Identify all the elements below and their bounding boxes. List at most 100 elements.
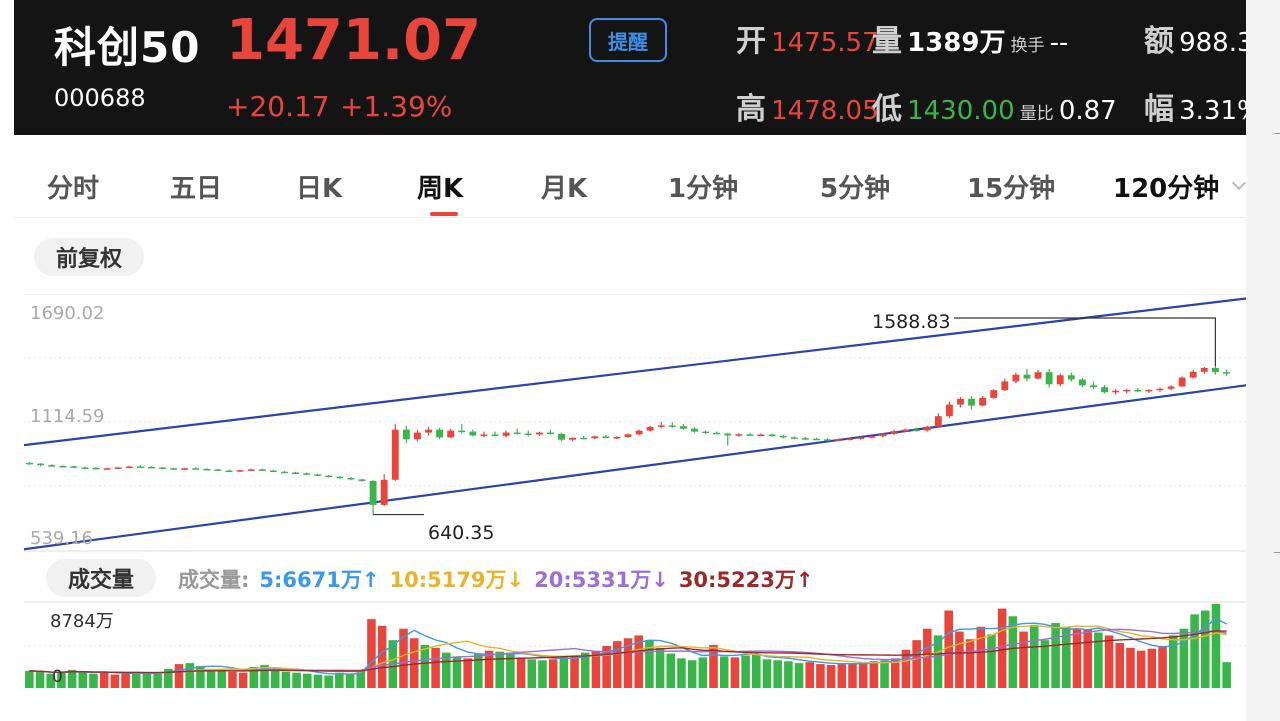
candle-body <box>912 429 920 432</box>
volume-bar <box>399 628 408 688</box>
volume-bar <box>474 653 483 688</box>
volume-max-label: 8784万 <box>50 611 114 632</box>
candle-body <box>458 430 466 433</box>
volume-indicator-button[interactable]: 成交量 <box>46 559 157 597</box>
volume-bar <box>1168 635 1178 688</box>
volume-bar <box>655 647 665 688</box>
volume-value: 1389万 <box>907 28 1006 58</box>
amplitude-value: 3.31% <box>1179 96 1246 126</box>
volume-bar <box>816 664 825 688</box>
volume-bar <box>976 626 986 688</box>
candle-body <box>192 468 200 470</box>
candle-body <box>757 434 765 436</box>
tab-weekly-k[interactable]: 周K <box>417 174 464 204</box>
candlestick-chart[interactable]: 1690.02 1114.59 539.16 1588.83 640.35 <box>14 294 1246 552</box>
volume-bar <box>1051 622 1060 688</box>
volume-bar <box>709 644 718 688</box>
stat-amplitude: 幅 3.31% <box>1144 84 1246 128</box>
adjust-mode-button[interactable]: 前复权 <box>34 238 145 276</box>
candle-body <box>214 469 222 471</box>
volume-bar <box>890 658 900 688</box>
tab-monthly-k[interactable]: 月K <box>541 174 588 204</box>
volume-bar <box>730 657 740 688</box>
candle-body <box>436 429 444 438</box>
volume-bar <box>335 672 344 688</box>
candle-body <box>425 429 432 433</box>
candle-body <box>59 465 67 468</box>
volume-bar <box>441 652 451 688</box>
candle-body <box>580 437 588 440</box>
tab-15min[interactable]: 15分钟 <box>967 174 1056 204</box>
candle-body <box>37 463 45 466</box>
candle-body <box>646 426 654 431</box>
volume-bar <box>538 660 547 688</box>
candle-body <box>990 390 998 398</box>
volume-bar <box>452 656 462 688</box>
candle-body <box>1001 381 1009 391</box>
candle-body <box>768 434 776 436</box>
tab-5min[interactable]: 5分钟 <box>820 174 891 204</box>
tab-1min[interactable]: 1分钟 <box>668 174 739 204</box>
volume-bar <box>1190 614 1199 688</box>
volume-bar <box>837 664 847 688</box>
volume-ma-legend: 成交量: 5:6671万↑ 10:5179万↓ 20:5331万↓ 30:5223万↑ <box>178 564 823 594</box>
volume-bar <box>35 671 45 688</box>
y-tick-top: 1690.02 <box>30 303 104 324</box>
candle-body <box>868 436 876 438</box>
volume-chart[interactable]: 8784万 0 <box>14 600 1246 694</box>
volume-bar <box>1019 631 1028 688</box>
candle-body <box>713 432 721 435</box>
volume-bar <box>238 672 248 688</box>
volume-bar <box>1104 635 1114 688</box>
candle-body <box>391 429 399 480</box>
price-axis-labels: 1690.02 1114.59 539.16 <box>30 303 104 549</box>
volume-bar <box>1029 624 1039 688</box>
volume-zero-label: 0 <box>52 667 63 687</box>
stat-amount: 额 988.3 <box>1144 16 1246 60</box>
candle-body <box>513 432 521 435</box>
candle-body <box>779 435 787 438</box>
volume-bar <box>645 640 654 688</box>
volume-bar <box>356 669 366 688</box>
candle-body <box>923 426 931 431</box>
candle-body <box>824 439 831 441</box>
volume-bar <box>164 668 173 688</box>
candle-body <box>1034 372 1042 379</box>
stock-chart-app: 科创50 000688 1471.07 +20.17 +1.39% 提醒 开 1… <box>14 0 1246 721</box>
open-label: 开 <box>736 24 766 59</box>
candle-body <box>480 434 488 436</box>
tab-intraday[interactable]: 分时 <box>47 174 100 204</box>
high-annotation-leader <box>954 317 1216 367</box>
alert-button[interactable]: 提醒 <box>589 18 667 62</box>
candle-body <box>1123 389 1131 392</box>
volume-bar <box>1094 632 1103 688</box>
trend-channel-line <box>23 384 1246 551</box>
volume-bar <box>1126 647 1135 688</box>
volume-bar <box>142 673 152 688</box>
side-scroll-strip[interactable] <box>1246 0 1280 721</box>
quote-header: 科创50 000688 1471.07 +20.17 +1.39% 提醒 开 1… <box>14 0 1246 135</box>
volume-bar <box>1072 628 1082 688</box>
volume-bar <box>1179 628 1189 688</box>
candle-body <box>314 474 322 476</box>
volume-bar <box>677 658 686 688</box>
candle-body <box>1090 385 1097 388</box>
candle-body <box>702 431 710 434</box>
amount-label: 额 <box>1144 24 1174 59</box>
high-annotation: 1588.83 <box>872 311 951 333</box>
volume-bar <box>955 631 964 688</box>
tab-120min[interactable]: 120分钟 <box>1113 174 1220 204</box>
candle-body <box>26 462 33 465</box>
chevron-down-icon[interactable] <box>1231 175 1246 191</box>
ma30-line <box>29 630 1227 674</box>
candle-body <box>269 470 277 473</box>
candle-body <box>1200 367 1208 372</box>
candle-body <box>491 434 499 436</box>
volume-label: 量 <box>872 24 902 59</box>
tab-daily-k[interactable]: 日K <box>296 174 343 204</box>
volume-bar <box>741 655 750 688</box>
tab-five-day[interactable]: 五日 <box>170 174 223 204</box>
candle-body <box>92 467 100 470</box>
volume-bar <box>506 654 515 688</box>
volume-bar <box>281 671 291 688</box>
